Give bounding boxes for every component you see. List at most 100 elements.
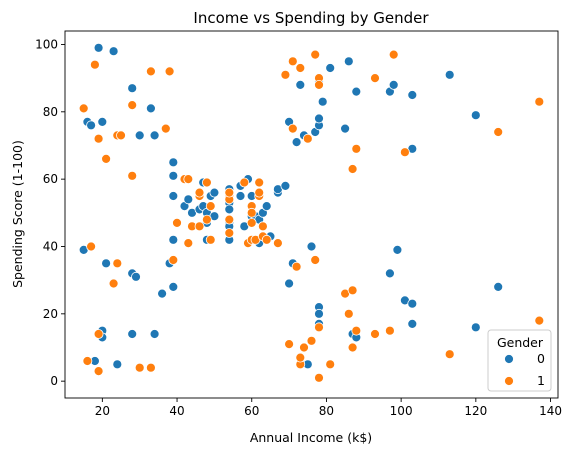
x-axis-label: Annual Income (k$) xyxy=(250,430,372,445)
data-point-gender-1 xyxy=(347,342,358,353)
data-point-gender-0 xyxy=(127,83,138,94)
data-point-gender-0 xyxy=(145,103,156,114)
data-point-gender-1 xyxy=(351,325,362,336)
data-point-gender-1 xyxy=(287,56,298,67)
data-point-gender-1 xyxy=(183,238,194,249)
data-point-gender-1 xyxy=(168,255,179,265)
data-point-gender-0 xyxy=(168,191,179,201)
data-point-gender-0 xyxy=(340,123,351,134)
y-tick-label: 20 xyxy=(43,307,58,321)
data-point-gender-1 xyxy=(246,217,257,228)
data-point-gender-1 xyxy=(347,285,358,296)
legend-box xyxy=(487,329,552,392)
y-axis-label: Spending Score (1-100) xyxy=(10,140,25,288)
data-point-gender-0 xyxy=(470,322,481,333)
data-point-gender-1 xyxy=(493,127,504,137)
data-point-gender-0 xyxy=(384,268,395,279)
legend-marker-1 xyxy=(504,376,514,386)
data-point-gender-1 xyxy=(351,143,362,154)
data-point-gender-1 xyxy=(399,147,410,158)
data-point-gender-1 xyxy=(280,69,291,80)
data-point-gender-1 xyxy=(145,66,156,77)
data-point-gender-1 xyxy=(325,359,336,370)
data-point-gender-0 xyxy=(444,69,455,80)
data-point-gender-0 xyxy=(314,308,324,319)
data-point-gender-0 xyxy=(261,201,272,212)
data-point-gender-1 xyxy=(164,66,175,77)
data-point-gender-0 xyxy=(209,187,220,198)
data-point-gender-1 xyxy=(205,201,216,212)
y-tick-label: 60 xyxy=(43,172,58,186)
data-point-gender-0 xyxy=(168,170,179,181)
data-point-gender-0 xyxy=(388,80,399,90)
data-point-gender-1 xyxy=(343,308,354,319)
x-tick-label: 60 xyxy=(244,404,259,418)
data-point-gender-1 xyxy=(295,63,306,73)
data-point-gender-1 xyxy=(224,214,235,225)
y-tick-label: 100 xyxy=(35,37,58,51)
data-point-gender-1 xyxy=(295,352,306,363)
data-point-gender-0 xyxy=(101,258,111,269)
data-point-gender-0 xyxy=(157,288,168,299)
data-point-gender-1 xyxy=(201,177,212,188)
data-point-gender-0 xyxy=(149,329,160,339)
data-point-gender-1 xyxy=(86,241,96,252)
x-tick-label: 80 xyxy=(319,404,334,418)
y-axis: 0 20 40 60 80 100 xyxy=(35,37,65,388)
data-point-gender-1 xyxy=(384,325,395,336)
data-point-gender-1 xyxy=(93,133,104,144)
data-point-gender-1 xyxy=(254,187,265,198)
data-point-gender-0 xyxy=(407,90,418,100)
data-point-gender-1 xyxy=(302,133,313,144)
data-point-gender-1 xyxy=(194,221,205,232)
data-point-gender-0 xyxy=(470,110,481,121)
data-point-gender-1 xyxy=(287,123,298,134)
chart-title: Income vs Spending by Gender xyxy=(193,9,429,27)
data-point-gender-0 xyxy=(112,359,123,370)
data-point-gender-1 xyxy=(82,356,93,366)
x-tick-label: 100 xyxy=(390,404,413,418)
data-point-gender-1 xyxy=(246,207,257,218)
x-tick-label: 140 xyxy=(539,404,562,418)
data-point-gender-0 xyxy=(295,80,306,90)
plot-frame xyxy=(64,30,559,399)
data-point-gender-0 xyxy=(97,117,108,127)
data-point-gender-0 xyxy=(108,46,119,57)
data-point-gender-1 xyxy=(127,100,138,110)
data-point-gender-1 xyxy=(370,73,380,83)
data-point-gender-1 xyxy=(257,221,268,232)
y-tick-label: 80 xyxy=(43,105,58,119)
data-point-gender-1 xyxy=(145,362,156,373)
data-point-gender-1 xyxy=(314,372,324,383)
data-point-gender-1 xyxy=(224,187,235,198)
data-point-gender-1 xyxy=(127,170,138,181)
legend-label-1: 1 xyxy=(537,373,545,388)
data-point-gender-0 xyxy=(493,281,504,292)
data-point-gender-0 xyxy=(306,241,317,252)
data-point-gender-1 xyxy=(388,49,399,60)
points-layer xyxy=(78,42,545,383)
data-point-gender-0 xyxy=(134,130,145,141)
data-point-gender-1 xyxy=(534,315,545,326)
data-point-gender-1 xyxy=(291,261,302,272)
data-point-gender-1 xyxy=(284,339,295,350)
data-point-gender-0 xyxy=(127,329,138,339)
data-point-gender-1 xyxy=(201,214,212,225)
data-point-gender-1 xyxy=(93,329,104,339)
data-point-gender-0 xyxy=(407,298,418,309)
data-point-gender-1 xyxy=(444,349,455,360)
data-point-gender-0 xyxy=(351,86,362,97)
data-point-gender-0 xyxy=(284,278,295,289)
data-point-gender-0 xyxy=(280,180,291,191)
data-point-gender-0 xyxy=(168,234,179,245)
data-point-gender-0 xyxy=(224,204,235,215)
data-point-gender-0 xyxy=(325,63,336,73)
data-point-gender-1 xyxy=(534,96,545,107)
x-tick-label: 20 xyxy=(95,404,110,418)
data-point-gender-1 xyxy=(314,80,324,90)
data-point-gender-0 xyxy=(314,113,324,124)
data-point-gender-1 xyxy=(93,366,104,377)
data-point-gender-0 xyxy=(183,194,194,205)
data-point-gender-0 xyxy=(235,191,246,201)
